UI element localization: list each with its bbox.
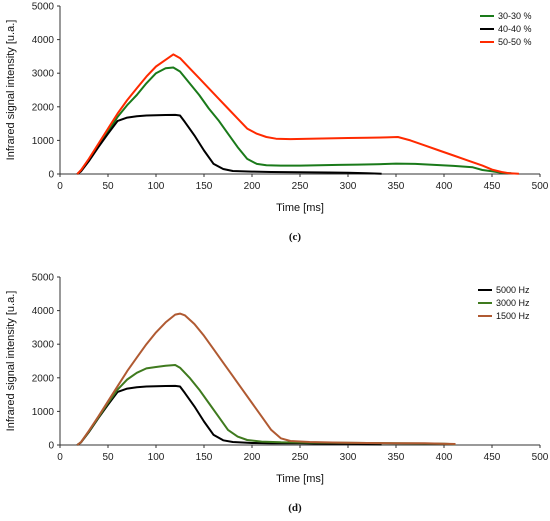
x-tick-label: 450 xyxy=(484,181,501,192)
x-tick-label: 100 xyxy=(148,181,165,192)
x-axis-title: Time [ms] xyxy=(276,473,324,485)
legend-label: 3000 Hz xyxy=(496,298,530,308)
y-tick-label: 1000 xyxy=(32,407,55,418)
x-tick-label: 350 xyxy=(388,181,405,192)
y-axis-title: Infrared signal intensity [u.a.] xyxy=(5,20,17,161)
x-tick-label: 100 xyxy=(148,452,165,463)
y-tick-label: 4000 xyxy=(32,306,55,317)
y-tick-label: 1000 xyxy=(32,136,55,147)
y-tick-label: 4000 xyxy=(32,35,55,46)
y-tick-label: 2000 xyxy=(32,373,55,384)
x-tick-label: 400 xyxy=(436,452,453,463)
x-tick-label: 250 xyxy=(292,452,309,463)
series-line-0 xyxy=(76,66,512,175)
y-tick-label: 5000 xyxy=(32,2,55,13)
x-tick-label: 450 xyxy=(484,452,501,463)
y-tick-label: 5000 xyxy=(32,273,55,284)
y-tick-label: 3000 xyxy=(32,340,55,351)
x-tick-label: 300 xyxy=(340,452,357,463)
y-tick-label: 0 xyxy=(48,441,54,452)
x-tick-label: 200 xyxy=(244,181,261,192)
y-tick-label: 0 xyxy=(48,170,54,181)
x-tick-label: 150 xyxy=(196,452,213,463)
x-tick-label: 50 xyxy=(102,452,114,463)
legend-label: 30-30 % xyxy=(498,11,532,21)
x-tick-label: 350 xyxy=(388,452,405,463)
chart-0: 0 50 100 150 200 250 300 350 400 450 5000100020003… xyxy=(5,2,549,244)
series-line-0 xyxy=(76,384,382,446)
chart-1: 0 50 100 150 200 250 300 350 400 450 5000100020003… xyxy=(5,273,549,515)
y-axis-title: Infrared signal intensity [u.a.] xyxy=(5,291,17,432)
x-tick-label: 500 xyxy=(532,452,549,463)
legend-label: 40-40 % xyxy=(498,24,532,34)
x-tick-label: 0 xyxy=(57,181,63,192)
x-tick-label: 500 xyxy=(532,181,549,192)
series-line-2 xyxy=(76,53,519,175)
series-line-1 xyxy=(76,364,456,446)
figure-caption: (c) xyxy=(289,231,302,243)
x-tick-label: 200 xyxy=(244,452,261,463)
series-line-2 xyxy=(76,312,456,446)
legend-label: 50-50 % xyxy=(498,37,532,47)
figure-caption: (d) xyxy=(288,502,302,514)
y-tick-label: 3000 xyxy=(32,69,55,80)
x-tick-label: 50 xyxy=(102,181,114,192)
x-tick-label: 0 xyxy=(57,452,63,463)
x-tick-label: 150 xyxy=(196,181,213,192)
x-axis-title: Time [ms] xyxy=(276,202,324,214)
x-tick-label: 300 xyxy=(340,181,357,192)
series-line-1 xyxy=(76,113,382,175)
x-tick-label: 250 xyxy=(292,181,309,192)
legend-label: 1500 Hz xyxy=(496,311,530,321)
y-tick-label: 2000 xyxy=(32,102,55,113)
legend-label: 5000 Hz xyxy=(496,285,530,295)
x-tick-label: 400 xyxy=(436,181,453,192)
